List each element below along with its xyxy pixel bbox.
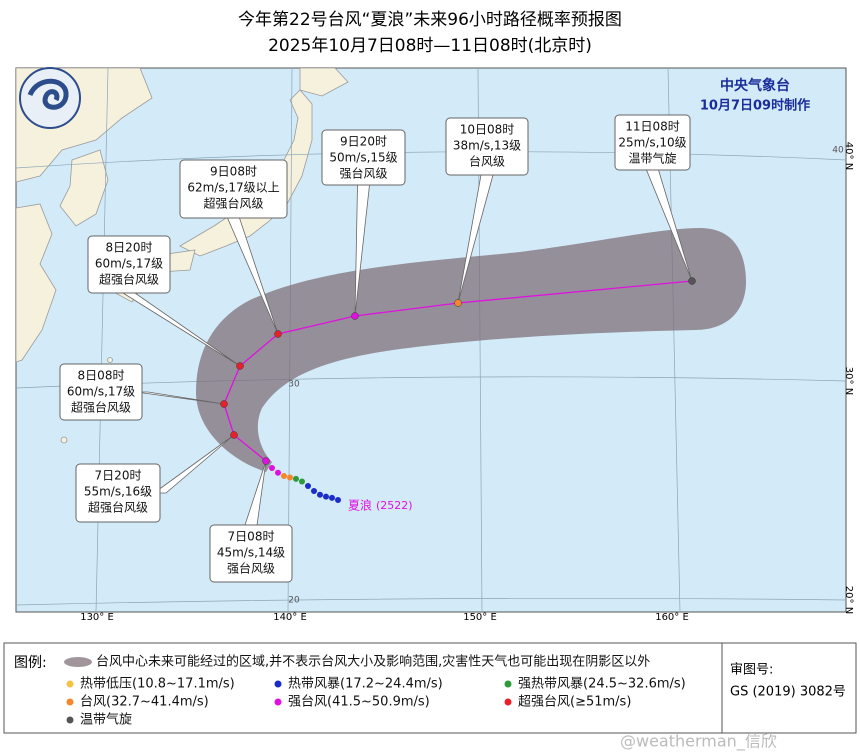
callout-time: 8日20时 bbox=[106, 241, 153, 255]
callout-time: 10日08时 bbox=[460, 123, 515, 137]
forecast-point bbox=[230, 431, 238, 439]
callout-time: 7日20时 bbox=[95, 469, 142, 483]
longitude-label: 140° E bbox=[273, 612, 307, 623]
past-point bbox=[293, 475, 299, 482]
callout-wind: 60m/s,17级 bbox=[95, 257, 163, 271]
legend-label: 热带风暴(17.2~24.4m/s) bbox=[288, 677, 443, 692]
callout-wind: 55m/s,16级 bbox=[84, 485, 152, 499]
agency-logo bbox=[19, 67, 81, 129]
callout-wind: 38m/s,13级 bbox=[453, 139, 521, 153]
callout-level: 强台风级 bbox=[227, 561, 275, 576]
past-point bbox=[329, 494, 335, 501]
legend-label: 温带气旋 bbox=[80, 712, 132, 728]
past-point bbox=[299, 478, 305, 485]
issue-time: 10月7日09时制作 bbox=[700, 98, 810, 114]
callout-time: 11日08时 bbox=[625, 120, 680, 134]
legend-marker bbox=[504, 698, 512, 706]
legend-label: 超强台风(≥51m/s) bbox=[518, 695, 631, 710]
callout-level: 强台风级 bbox=[339, 166, 387, 181]
latitude-label: 20° N bbox=[843, 586, 854, 614]
latitude-inner-label: 30 bbox=[288, 380, 300, 390]
storm-code: (2522) bbox=[376, 499, 413, 512]
latitude-inner-label: 20 bbox=[288, 596, 300, 606]
past-point bbox=[311, 487, 317, 494]
title: 今年第22号台风“夏浪”未来96小时路径概率预报图 bbox=[238, 10, 622, 30]
forecast-point bbox=[262, 457, 270, 465]
legend-heading: 图例: bbox=[14, 655, 47, 671]
callout-time: 9日08时 bbox=[210, 165, 257, 179]
callout-wind: 50m/s,15级 bbox=[329, 151, 397, 165]
forecast-point bbox=[454, 299, 462, 307]
forecast-point bbox=[236, 362, 244, 370]
past-track bbox=[269, 465, 341, 504]
callout-box bbox=[179, 159, 288, 219]
past-point bbox=[269, 465, 275, 471]
latitude-label: 40° N bbox=[843, 142, 854, 170]
legend-cone-note: 台风中心未来可能经过的区域,并不表示台风大小及影响范围,灾害性天气也可能出现在阴… bbox=[96, 654, 650, 670]
legend-marker bbox=[274, 698, 282, 706]
callout-box bbox=[75, 463, 161, 523]
callout-level: 超强台风级 bbox=[203, 196, 263, 211]
watermark: @weatherman_信欣 bbox=[620, 732, 777, 752]
coordinate-labels: 130° E 140° E 150° E 160° E 40° N 30° N 20° N 4… bbox=[80, 142, 854, 623]
callout-wind: 25m/s,10级 bbox=[618, 136, 686, 150]
forecast-point bbox=[688, 277, 696, 285]
past-point bbox=[275, 469, 281, 476]
legend-label: 台风(32.7~41.4m/s) bbox=[80, 695, 209, 710]
latitude-label: 30° N bbox=[843, 367, 854, 395]
legend-box bbox=[3, 642, 857, 734]
callouts: 7日08时45m/s,14级强台风级7日20时55m/s,16级超强台风级8日0… bbox=[59, 114, 693, 583]
callout-box bbox=[445, 117, 529, 176]
forecast-track bbox=[223, 280, 693, 462]
past-point bbox=[335, 497, 341, 504]
storm-name: 夏浪 bbox=[348, 498, 372, 513]
past-point bbox=[317, 491, 323, 498]
callout-time: 8日08时 bbox=[78, 369, 125, 383]
agency-name: 中央气象台 bbox=[720, 77, 790, 94]
callout-level: 超强台风级 bbox=[99, 272, 159, 287]
approval-number: GS (2019) 3082号 bbox=[730, 685, 846, 700]
legend-marker bbox=[66, 716, 74, 724]
callout-level: 超强台风级 bbox=[88, 500, 148, 515]
callout-wind: 62m/s,17级以上 bbox=[187, 181, 279, 195]
legend-items: 热带低压(10.8~17.1m/s) 热带风暴(17.2~24.4m/s) 强热带风… bbox=[66, 677, 686, 728]
callout-box bbox=[87, 235, 171, 294]
callout-box bbox=[209, 524, 293, 583]
forecast-point bbox=[220, 400, 228, 408]
callout-time: 7日08时 bbox=[228, 530, 275, 544]
past-point bbox=[305, 482, 311, 489]
callout-box bbox=[59, 363, 143, 421]
legend-label: 强台风(41.5~50.9m/s) bbox=[288, 695, 430, 710]
forecast-point bbox=[274, 330, 282, 338]
longitude-label: 130° E bbox=[80, 612, 114, 623]
past-point bbox=[323, 493, 329, 500]
longitude-label: 160° E bbox=[655, 612, 689, 623]
callout-wind: 60m/s,17级 bbox=[67, 385, 135, 399]
past-point bbox=[281, 473, 287, 480]
legend-marker bbox=[274, 680, 282, 688]
callout-box bbox=[321, 129, 406, 186]
approval-label: 审图号: bbox=[730, 663, 773, 678]
legend-label: 热带低压(10.8~17.1m/s) bbox=[80, 677, 235, 692]
map-body bbox=[16, 68, 846, 612]
subtitle: 2025年10月7日08时—11日08时(北京时) bbox=[268, 36, 592, 56]
past-point bbox=[287, 474, 293, 481]
callout-level: 超强台风级 bbox=[71, 400, 131, 415]
latitude-inner-label: 40 bbox=[832, 146, 844, 156]
legend-label: 强热带风暴(24.5~32.6m/s) bbox=[518, 677, 686, 692]
callout-box bbox=[614, 114, 691, 171]
forecast-point bbox=[351, 312, 359, 320]
callout-time: 9日20时 bbox=[340, 135, 387, 149]
callout-wind: 45m/s,14级 bbox=[217, 546, 285, 560]
callout-level: 温带气旋 bbox=[628, 151, 676, 166]
longitude-label: 150° E bbox=[463, 612, 497, 623]
legend-cone bbox=[64, 657, 92, 667]
legend-marker bbox=[66, 680, 74, 688]
legend-marker bbox=[66, 698, 74, 706]
callout-level: 台风级 bbox=[469, 154, 505, 169]
legend-marker bbox=[504, 680, 512, 688]
